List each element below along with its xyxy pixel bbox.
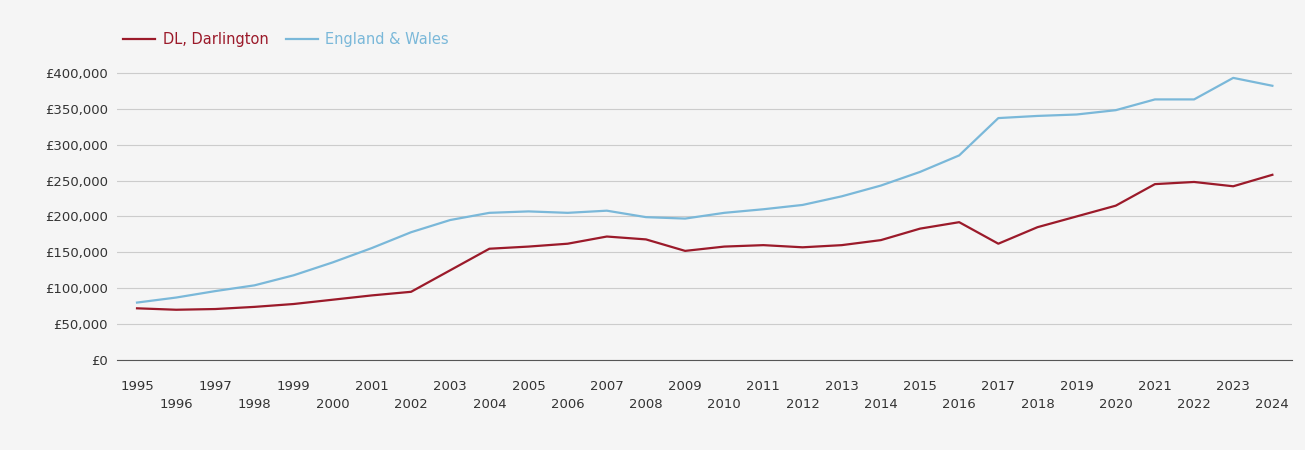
DL, Darlington — [912, 226, 928, 231]
England & Wales — [638, 215, 654, 220]
England & Wales — [1186, 97, 1202, 102]
Text: 2003: 2003 — [433, 380, 467, 392]
England & Wales — [207, 288, 223, 294]
England & Wales — [247, 283, 262, 288]
England & Wales — [912, 169, 928, 175]
Text: 1995: 1995 — [120, 380, 154, 392]
England & Wales — [951, 153, 967, 158]
DL, Darlington — [286, 302, 301, 307]
England & Wales — [442, 217, 458, 223]
DL, Darlington — [1069, 214, 1084, 219]
Text: 2011: 2011 — [746, 380, 780, 392]
England & Wales — [677, 216, 693, 221]
Text: 2006: 2006 — [551, 398, 585, 411]
England & Wales — [1030, 113, 1045, 119]
Line: England & Wales: England & Wales — [137, 78, 1272, 302]
Text: 1997: 1997 — [198, 380, 232, 392]
Text: 2005: 2005 — [512, 380, 545, 392]
England & Wales — [521, 209, 536, 214]
Text: 2022: 2022 — [1177, 398, 1211, 411]
DL, Darlington — [325, 297, 341, 302]
DL, Darlington — [521, 244, 536, 249]
DL, Darlington — [1186, 179, 1202, 184]
Text: 2024: 2024 — [1255, 398, 1289, 411]
Text: 2021: 2021 — [1138, 380, 1172, 392]
Line: DL, Darlington: DL, Darlington — [137, 175, 1272, 310]
DL, Darlington — [951, 220, 967, 225]
DL, Darlington — [482, 246, 497, 252]
England & Wales — [286, 273, 301, 278]
DL, Darlington — [1030, 225, 1045, 230]
DL, Darlington — [129, 306, 145, 311]
DL, Darlington — [756, 243, 771, 248]
Text: 1998: 1998 — [238, 398, 271, 411]
England & Wales — [756, 207, 771, 212]
DL, Darlington — [677, 248, 693, 254]
Text: 2001: 2001 — [355, 380, 389, 392]
England & Wales — [129, 300, 145, 305]
Text: 2009: 2009 — [668, 380, 702, 392]
Text: 2004: 2004 — [472, 398, 506, 411]
Legend: DL, Darlington, England & Wales: DL, Darlington, England & Wales — [117, 26, 454, 53]
DL, Darlington — [1147, 181, 1163, 187]
Text: 2000: 2000 — [316, 398, 350, 411]
Text: 2018: 2018 — [1021, 398, 1054, 411]
Text: 2012: 2012 — [786, 398, 820, 411]
DL, Darlington — [716, 244, 732, 249]
England & Wales — [873, 183, 889, 188]
England & Wales — [325, 260, 341, 265]
England & Wales — [403, 230, 419, 235]
DL, Darlington — [560, 241, 576, 247]
DL, Darlington — [1108, 203, 1124, 208]
Text: 2002: 2002 — [394, 398, 428, 411]
DL, Darlington — [599, 234, 615, 239]
Text: 1996: 1996 — [159, 398, 193, 411]
England & Wales — [834, 194, 850, 199]
DL, Darlington — [364, 292, 380, 298]
Text: 2015: 2015 — [903, 380, 937, 392]
England & Wales — [560, 210, 576, 216]
DL, Darlington — [207, 306, 223, 312]
England & Wales — [1265, 83, 1280, 89]
Text: 1999: 1999 — [277, 380, 311, 392]
England & Wales — [482, 210, 497, 216]
England & Wales — [599, 208, 615, 213]
Text: 2020: 2020 — [1099, 398, 1133, 411]
England & Wales — [1108, 108, 1124, 113]
England & Wales — [1225, 75, 1241, 81]
Text: 2017: 2017 — [981, 380, 1015, 392]
DL, Darlington — [168, 307, 184, 312]
Text: 2010: 2010 — [707, 398, 741, 411]
Text: 2007: 2007 — [590, 380, 624, 392]
Text: 2008: 2008 — [629, 398, 663, 411]
England & Wales — [1147, 97, 1163, 102]
DL, Darlington — [834, 243, 850, 248]
DL, Darlington — [442, 268, 458, 273]
DL, Darlington — [873, 238, 889, 243]
Text: 2016: 2016 — [942, 398, 976, 411]
England & Wales — [364, 245, 380, 251]
DL, Darlington — [403, 289, 419, 294]
DL, Darlington — [638, 237, 654, 242]
England & Wales — [716, 210, 732, 216]
DL, Darlington — [795, 245, 810, 250]
Text: 2023: 2023 — [1216, 380, 1250, 392]
England & Wales — [990, 115, 1006, 121]
Text: 2014: 2014 — [864, 398, 898, 411]
DL, Darlington — [1225, 184, 1241, 189]
England & Wales — [795, 202, 810, 207]
Text: 2019: 2019 — [1060, 380, 1094, 392]
England & Wales — [168, 295, 184, 300]
DL, Darlington — [1265, 172, 1280, 177]
Text: 2013: 2013 — [825, 380, 859, 392]
DL, Darlington — [990, 241, 1006, 247]
England & Wales — [1069, 112, 1084, 117]
DL, Darlington — [247, 304, 262, 310]
